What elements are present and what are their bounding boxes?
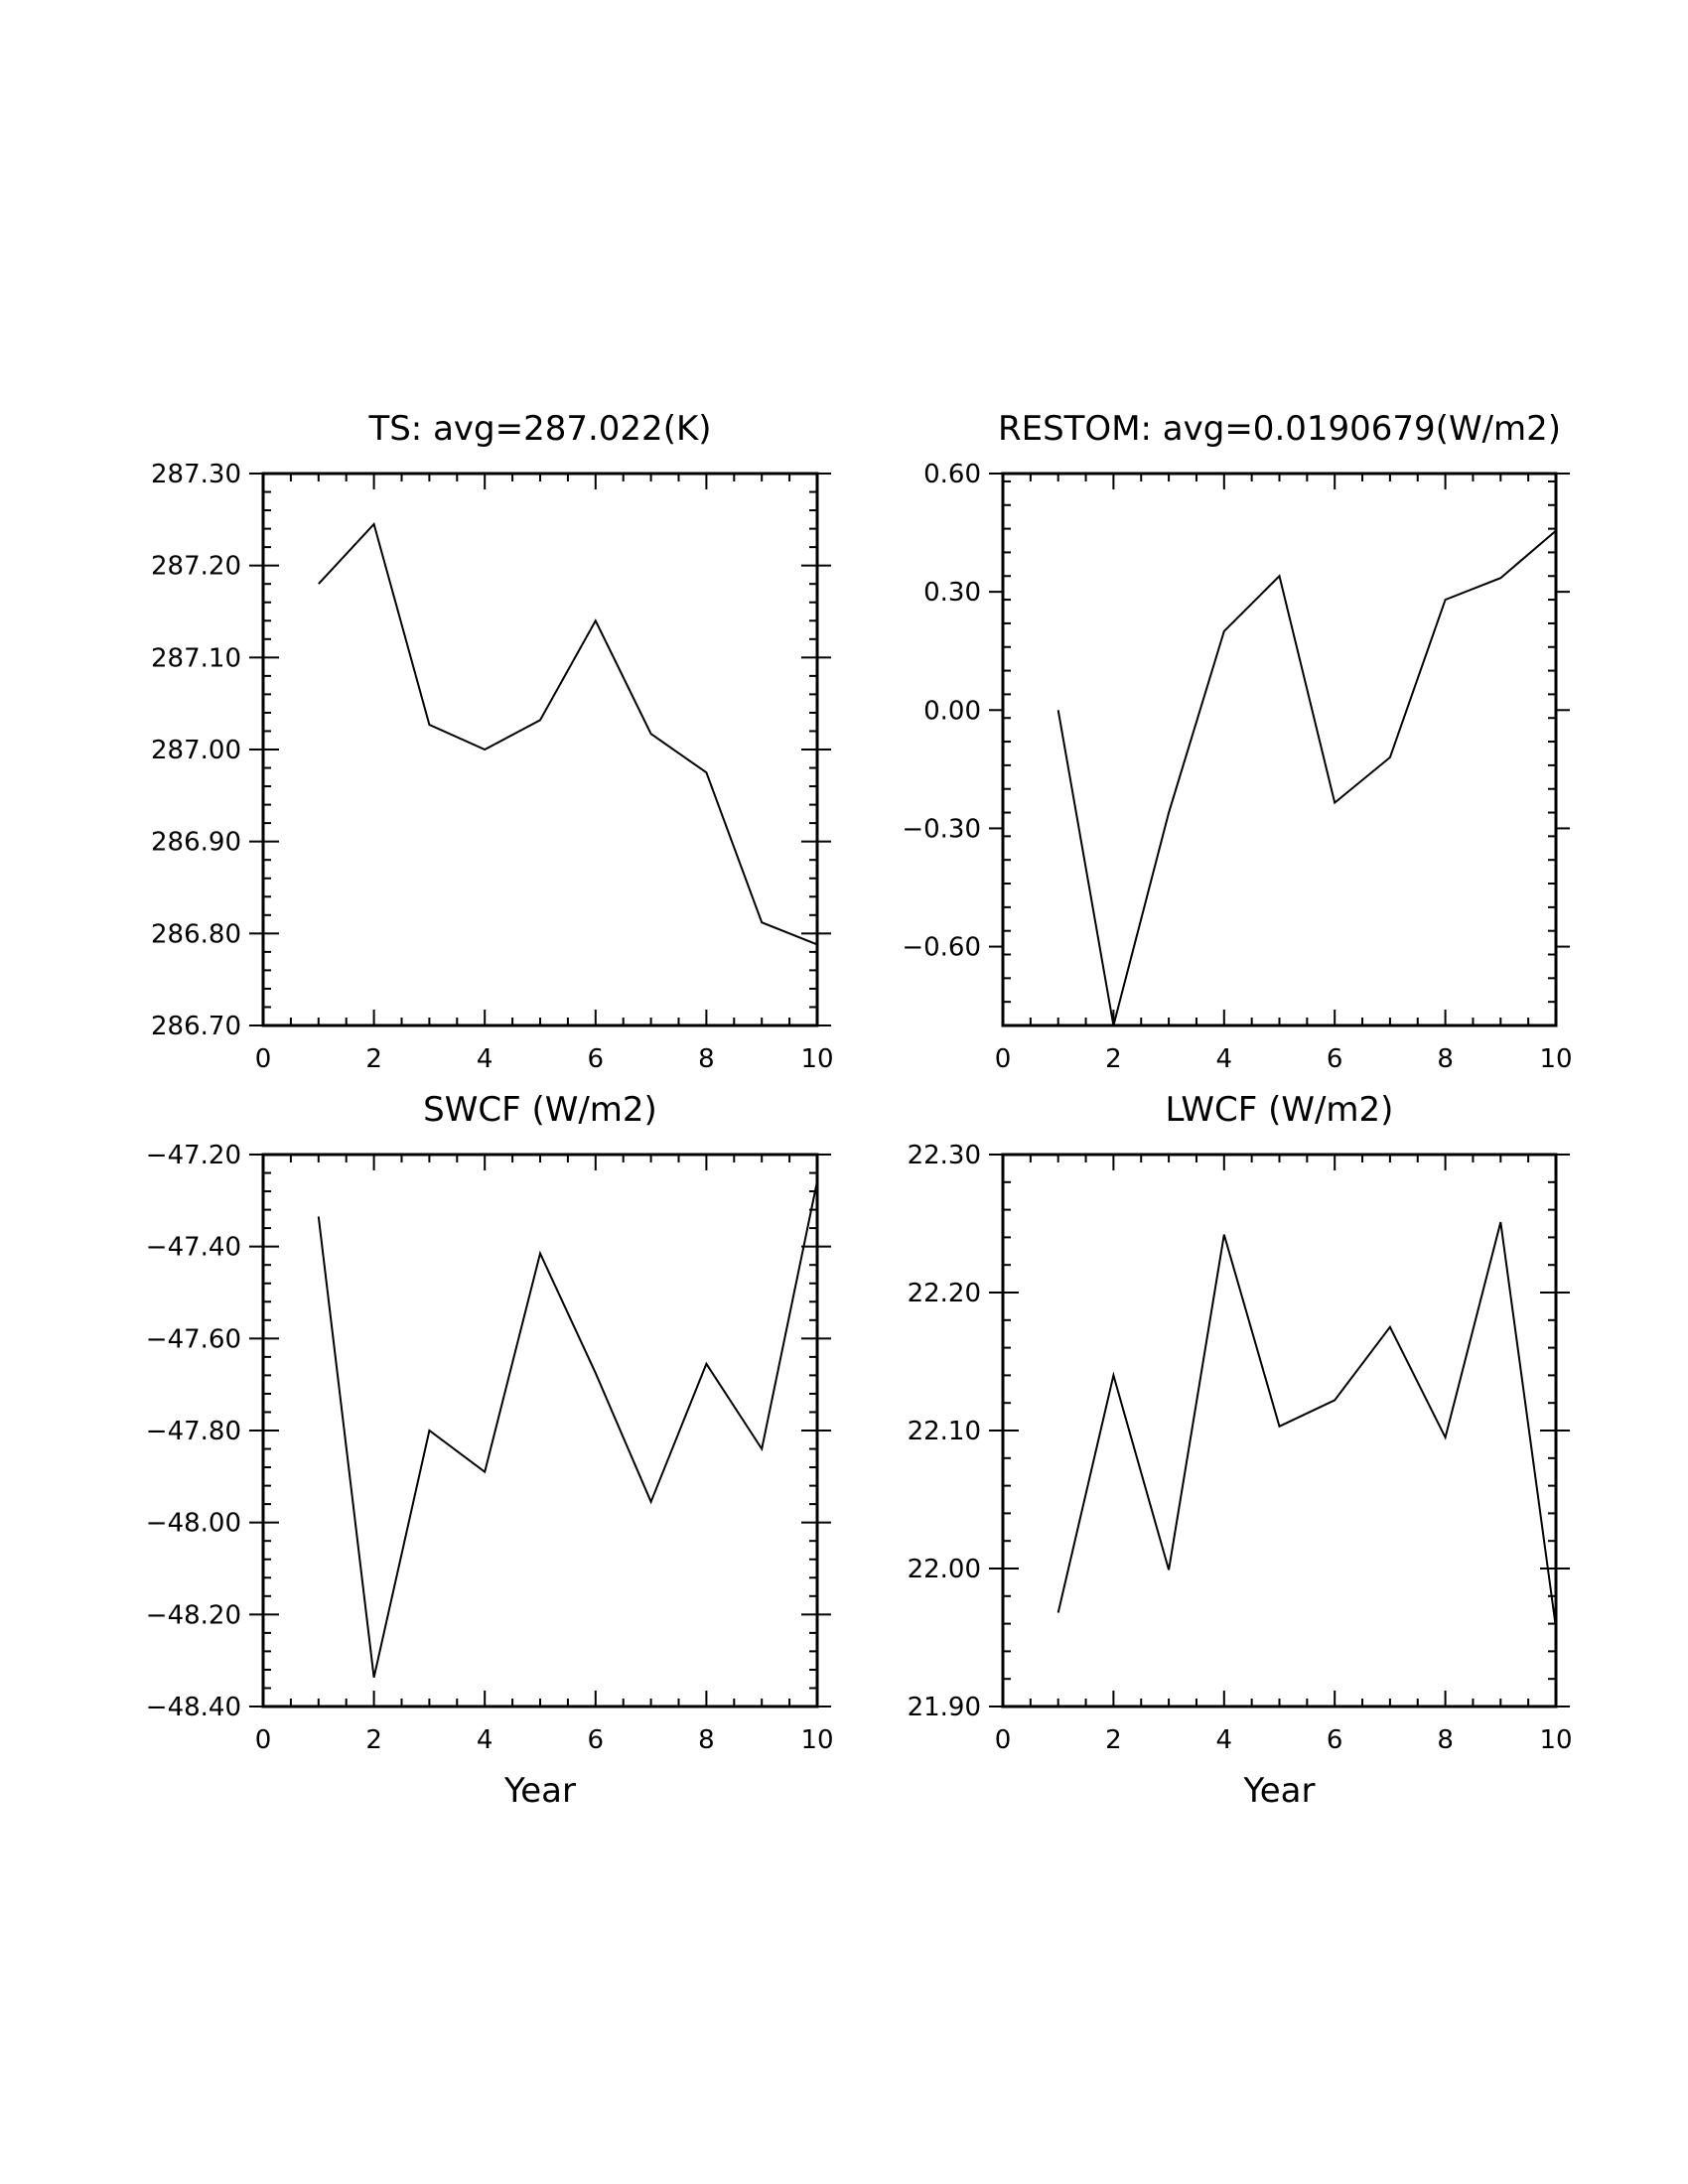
swcf-x-tick-label: 10	[800, 1725, 833, 1755]
restom-x-tick-label: 6	[1327, 1044, 1343, 1074]
swcf-y-tick-label: −48.00	[146, 1509, 241, 1539]
lwcf-x-tick-label: 8	[1437, 1725, 1454, 1755]
lwcf-x-tick-label: 2	[1105, 1725, 1122, 1755]
ts-x-tick-label: 8	[698, 1044, 715, 1074]
restom-y-tick-label: 0.60	[923, 460, 981, 489]
restom-y-tick-label: −0.60	[902, 933, 981, 963]
restom-y-tick-label: 0.30	[923, 578, 981, 608]
ts-series-line	[318, 521, 818, 946]
restom-y-tick-label: 0.00	[923, 696, 981, 726]
lwcf-y-tick-label: 21.90	[908, 1693, 981, 1722]
swcf-y-tick-label: −47.40	[146, 1233, 241, 1263]
ts-x-tick-label: 0	[255, 1044, 272, 1074]
swcf-x-tick-label: 8	[698, 1725, 715, 1755]
ts-y-tick-label: 287.30	[151, 460, 241, 489]
panel-ts: TS: avg=287.022(K) 0 2 4 6 8 10 286.70 286.80 286…	[151, 409, 834, 1074]
lwcf-y-tick-label: 22.00	[908, 1555, 981, 1584]
lwcf-plot-frame	[1001, 1153, 1558, 1708]
lwcf-x-tick-label: 0	[995, 1725, 1012, 1755]
swcf-x-tick-label: 2	[365, 1725, 382, 1755]
restom-x-tick-label: 0	[995, 1044, 1012, 1074]
panel-swcf: SWCF (W/m2) 0 2 4 6 8 10 −48.40 −48.20 −48.00 −47.…	[146, 1090, 834, 1811]
lwcf-x-tick-label: 6	[1327, 1725, 1343, 1755]
restom-series-line	[1056, 529, 1557, 1026]
lwcf-y-tick-label: 22.10	[908, 1417, 981, 1446]
ts-x-tick-label: 4	[477, 1044, 493, 1074]
swcf-x-tick-label: 4	[477, 1725, 493, 1755]
swcf-y-tick-label: −47.20	[146, 1141, 241, 1170]
restom-x-tick-label: 8	[1437, 1044, 1454, 1074]
swcf-x-tick-label: 0	[255, 1725, 272, 1755]
lwcf-title: LWCF (W/m2)	[1166, 1090, 1394, 1130]
ts-x-tick-label: 2	[365, 1044, 382, 1074]
lwcf-series-line	[1056, 1221, 1557, 1628]
restom-x-tick-label: 4	[1216, 1044, 1233, 1074]
swcf-y-tick-label: −48.20	[146, 1600, 241, 1630]
ts-x-tick-label: 6	[588, 1044, 605, 1074]
lwcf-y-tick-label: 22.20	[908, 1279, 981, 1308]
restom-plot-frame	[1001, 472, 1558, 1027]
restom-x-tick-label: 2	[1105, 1044, 1122, 1074]
ts-y-tick-label: 287.20	[151, 552, 241, 582]
ts-y-tick-label: 286.80	[151, 919, 241, 949]
swcf-y-tick-label: −48.40	[146, 1693, 241, 1722]
ts-x-tick-label: 10	[800, 1044, 833, 1074]
ts-title: TS: avg=287.022(K)	[367, 409, 711, 449]
swcf-y-tick-label: −47.60	[146, 1324, 241, 1354]
ts-y-tick-label: 287.10	[151, 643, 241, 673]
restom-y-tick-label: −0.30	[902, 814, 981, 844]
ts-y-tick-label: 286.70	[151, 1012, 241, 1041]
lwcf-x-tick-label: 10	[1539, 1725, 1572, 1755]
restom-title: RESTOM: avg=0.0190679(W/m2)	[998, 409, 1561, 449]
panel-lwcf: LWCF (W/m2) 0 2 4 6 8 10 21.90 22.00 22.10 22.20 22…	[908, 1090, 1573, 1811]
ts-y-tick-label: 286.90	[151, 828, 241, 858]
swcf-x-axis-label: Year	[503, 1771, 576, 1811]
swcf-x-tick-label: 6	[588, 1725, 605, 1755]
ts-plot-frame	[261, 472, 819, 1027]
lwcf-y-tick-label: 22.30	[908, 1141, 981, 1170]
ts-y-tick-label: 287.00	[151, 736, 241, 765]
lwcf-x-tick-label: 4	[1216, 1725, 1233, 1755]
lwcf-x-axis-label: Year	[1243, 1771, 1316, 1811]
swcf-y-tick-label: −47.80	[146, 1417, 241, 1446]
swcf-series-line	[317, 1180, 818, 1679]
restom-x-tick-label: 10	[1539, 1044, 1572, 1074]
swcf-title: SWCF (W/m2)	[423, 1090, 657, 1130]
panel-restom: RESTOM: avg=0.0190679(W/m2) 0 2 4 6 8 10 −0.60 −…	[902, 409, 1572, 1074]
swcf-plot-frame	[261, 1153, 819, 1708]
